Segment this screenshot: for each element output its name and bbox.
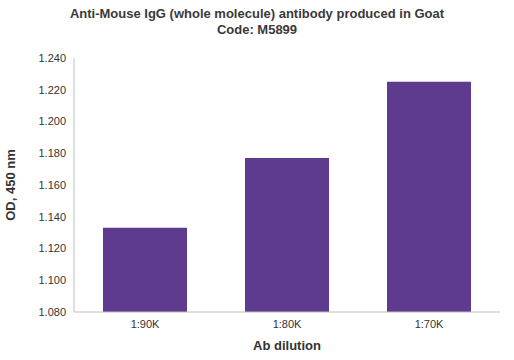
svg-text:1.140: 1.140: [38, 211, 66, 223]
svg-text:Ab dilution: Ab dilution: [253, 338, 321, 353]
html-text:Code: M5899: Code: M5899: [216, 22, 298, 37]
svg-text:1.160: 1.160: [38, 179, 66, 191]
svg-text:1.200: 1.200: [38, 115, 66, 127]
svg-text:1.240: 1.240: [38, 52, 66, 64]
svg-text:1.220: 1.220: [38, 84, 66, 96]
svg-text:1:90K: 1:90K: [131, 318, 160, 330]
html-text:Anti-Mouse IgG (whole molecule: Anti-Mouse IgG (whole molecule) antibody…: [69, 6, 445, 21]
svg-text:1.080: 1.080: [38, 306, 66, 318]
svg-text:1.180: 1.180: [38, 147, 66, 159]
svg-text:1.100: 1.100: [38, 274, 66, 286]
svg-text:1.120: 1.120: [38, 242, 66, 254]
svg-text:OD, 450 nm: OD, 450 nm: [8, 149, 18, 221]
svg-text:1:70K: 1:70K: [415, 318, 444, 330]
svg-text:1:80K: 1:80K: [273, 318, 302, 330]
